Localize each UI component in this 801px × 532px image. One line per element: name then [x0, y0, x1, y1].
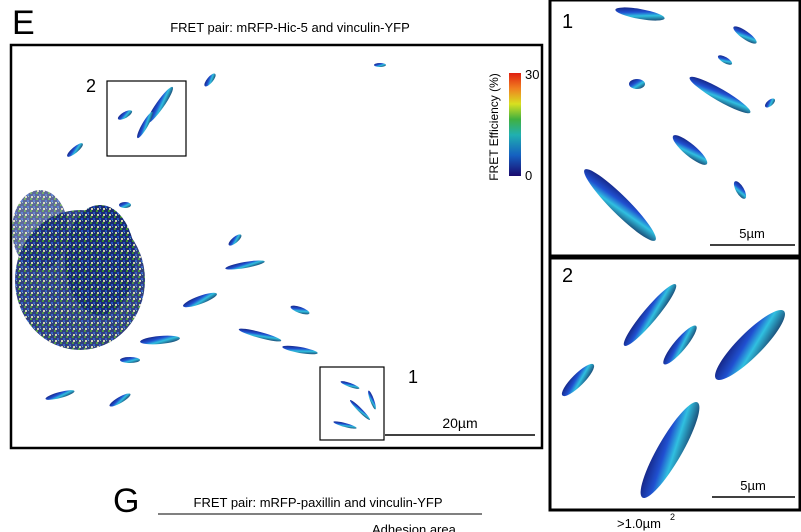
- roi-label: 2: [86, 76, 96, 96]
- threshold: >1.0µm: [617, 516, 661, 531]
- inset-label: 1: [562, 11, 573, 33]
- panel-title: FRET pair: mRFP-paxillin and vinculin-YF…: [194, 495, 443, 510]
- panel-label: G: [113, 482, 139, 520]
- panel-label: E: [12, 4, 35, 42]
- scale-bar-label: 5µm: [740, 478, 766, 493]
- panel-subtitle: Adhesion area: [372, 522, 457, 532]
- roi-label: 1: [408, 367, 418, 387]
- image-frame: [9, 43, 544, 450]
- colorbar-label: FRET Efficiency (%): [487, 73, 501, 181]
- colorbar-min: 0: [525, 168, 532, 183]
- panel-title: FRET pair: mRFP-Hic-5 and vinculin-YFP: [170, 20, 410, 35]
- roi-box: [106, 80, 187, 157]
- scale-bar-label: 5µm: [739, 226, 765, 241]
- roi-box: [319, 366, 385, 441]
- inset-label: 2: [562, 265, 573, 287]
- colorbar-max: 30: [525, 67, 539, 82]
- colorbar: [509, 73, 521, 176]
- adhesions: [12, 63, 386, 429]
- inset-adhesions: [561, 284, 785, 499]
- inset-adhesions: [584, 7, 775, 241]
- scale-bar-label: 20µm: [442, 415, 477, 431]
- threshold-exponent: 2: [670, 512, 675, 522]
- inset-frame: [548, 256, 801, 512]
- inset-frame: [548, 0, 801, 258]
